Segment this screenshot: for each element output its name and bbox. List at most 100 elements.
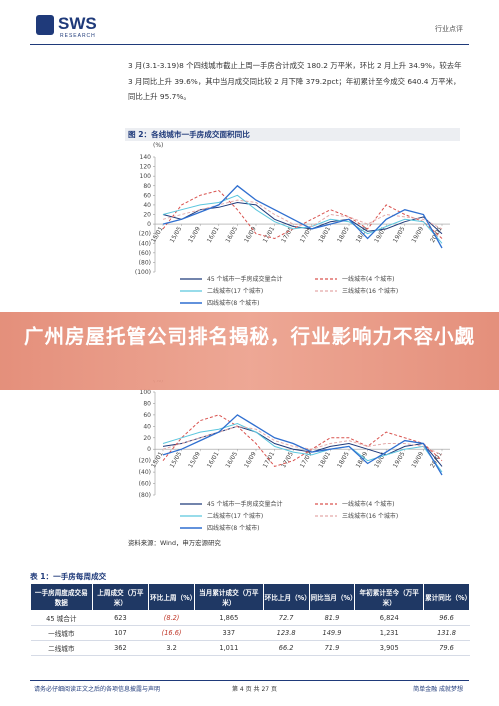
y-tick-label: 60 xyxy=(143,192,151,199)
table-cell: 66.2 xyxy=(263,640,310,656)
legend-label: 二线城市(17 个城市) xyxy=(207,512,263,520)
logo-icon xyxy=(36,15,54,35)
x-tick-label: 19/05 xyxy=(392,225,407,244)
y-tick-label: 80 xyxy=(143,183,151,190)
table-header-cell: 环比上周（%） xyxy=(148,583,196,611)
legend-label: 四线城市(8 个城市) xyxy=(207,524,259,532)
y-tick-label: 20 xyxy=(143,212,151,219)
table-cell: 337 xyxy=(194,625,264,641)
table-cell: 1,011 xyxy=(194,640,264,656)
table-header-cell: 上周成交（万平米） xyxy=(91,583,150,611)
table-cell: 362 xyxy=(92,640,149,656)
y-tick-label: (40) xyxy=(139,469,151,476)
table-cell: 3.2 xyxy=(148,640,195,656)
x-tick-label: 15/01 xyxy=(150,451,165,470)
table-header-cell: 当月累计成交（万平米） xyxy=(194,583,264,611)
table-header-cell: 一手房周度成交易数据 xyxy=(30,583,93,611)
table-cell: (8.2) xyxy=(148,610,195,626)
series-line xyxy=(162,184,443,249)
y-tick-label: (20) xyxy=(139,231,151,238)
footer-rule xyxy=(30,680,469,681)
table-cell: 1,231 xyxy=(354,625,424,641)
series-line xyxy=(162,189,443,240)
y-tick-label: 100 xyxy=(140,389,152,396)
y-tick-label: 80 xyxy=(143,400,151,407)
table-cell: 96.6 xyxy=(423,610,470,626)
x-tick-label: 18/05 xyxy=(336,451,351,470)
x-tick-label: 18/01 xyxy=(317,451,332,470)
table-header-cell: 年初累计至今（万平米） xyxy=(354,583,425,611)
source-note: 资料来源：Wind，申万宏源研究 xyxy=(128,539,221,547)
banner-title: 广州房屋托管公司排名揭秘，行业影响力不容小觑 xyxy=(0,312,499,390)
footer-slogan: 简单金融 成就梦想 xyxy=(413,686,463,693)
table-cell: 6,824 xyxy=(354,610,424,626)
chart: (%)140 120 100 80 60 40 20 0 (20) (40) (60) (80) (10… xyxy=(135,142,450,307)
x-tick-label: 17/01 xyxy=(262,225,277,244)
y-tick-label: 40 xyxy=(143,202,151,209)
logo-subtitle: RESEARCH xyxy=(60,33,96,39)
y-tick-label: (40) xyxy=(139,240,151,247)
table-cell: 123.8 xyxy=(263,625,310,641)
header-rule xyxy=(30,44,469,45)
x-tick-label: 19/05 xyxy=(392,451,407,470)
y-tick-label: 140 xyxy=(140,154,152,161)
legend-label: 三线城市(16 个城市) xyxy=(342,512,398,520)
x-tick-label: 16/09 xyxy=(243,225,258,244)
y-tick-label: 60 xyxy=(143,412,151,419)
table-header-cell: 环比上月（%） xyxy=(262,583,311,611)
x-tick-label: 16/05 xyxy=(224,225,239,244)
x-tick-label: 15/01 xyxy=(150,225,165,244)
paragraph: 3 月(3.1-3.19)8 个四线城市截止上周一手房合计成交 180.2 万平… xyxy=(128,61,462,101)
x-tick-label: 15/05 xyxy=(169,225,184,244)
y-tick-label: 120 xyxy=(140,164,152,171)
table-cell: 623 xyxy=(92,610,149,626)
figure-title: 图 2：各线城市一手房成交面积同比 xyxy=(125,128,460,141)
x-tick-label: 17/05 xyxy=(280,451,295,470)
footer-page: 第 4 页 共 27 页 xyxy=(232,686,277,693)
series-line xyxy=(162,425,443,467)
table-cell: 一线城市 xyxy=(30,625,93,641)
x-tick-label: 19/09 xyxy=(410,225,425,244)
x-tick-label: 16/01 xyxy=(206,451,221,470)
footer-disclaimer: 请务必仔细阅读正文之后的各项信息披露与声明 xyxy=(34,686,161,693)
x-tick-label: 18/05 xyxy=(336,225,351,244)
x-tick-label: 19/09 xyxy=(410,451,425,470)
series-line xyxy=(162,194,443,244)
legend-label: 一线城市(4 个城市) xyxy=(342,500,394,508)
table-title: 表 1：一手房每周成交 xyxy=(30,572,107,581)
table-header-cell: 同比当月（%） xyxy=(308,583,357,611)
table-cell: (16.6) xyxy=(148,625,195,641)
table-cell: 72.7 xyxy=(263,610,310,626)
legend-label: 一线城市(4 个城市) xyxy=(342,275,394,283)
table-cell: 131.8 xyxy=(423,625,470,641)
y-tick-label: 100 xyxy=(140,173,152,180)
y-tick-label: 0 xyxy=(147,221,151,228)
table-cell: 3,905 xyxy=(354,640,424,656)
table-cell: 二线城市 xyxy=(30,640,93,656)
table-row: 45 城合计 623 (8.2) 1,865 72.7 81.9 6,824 96.6 xyxy=(30,610,470,626)
x-tick-label: 15/09 xyxy=(187,225,202,244)
legend-label: 45 个城市一手房成交量合计 xyxy=(207,275,283,283)
table-cell: 1,865 xyxy=(194,610,264,626)
y-tick-label: (80) xyxy=(139,492,151,499)
legend-label: 45 个城市一手房成交量合计 xyxy=(207,500,283,508)
legend-label: 三线城市(16 个城市) xyxy=(342,287,398,295)
table-row: 一线城市 107 (16.6) 337 123.8 149.9 1,231 131.8 xyxy=(30,625,470,641)
series-line xyxy=(162,422,443,473)
y-tick-label: (100) xyxy=(135,269,151,276)
y-tick-label: (20) xyxy=(139,458,151,465)
x-tick-label: 16/01 xyxy=(206,225,221,244)
chart: (%)100806040200(20)(40)(60)(80)15/0115/0… xyxy=(139,380,450,532)
y-axis-label: (%) xyxy=(153,142,163,149)
series-line xyxy=(162,414,443,467)
x-tick-label: 15/05 xyxy=(169,451,184,470)
legend-label: 四线城市(8 个城市) xyxy=(207,299,259,307)
table-cell: 107 xyxy=(92,625,149,641)
y-tick-label: 0 xyxy=(147,446,151,453)
y-tick-label: (80) xyxy=(139,259,151,266)
series-line xyxy=(162,414,443,476)
table-cell: 149.9 xyxy=(309,625,355,641)
x-tick-label: 16/09 xyxy=(243,451,258,470)
x-tick-label: 16/05 xyxy=(224,451,239,470)
